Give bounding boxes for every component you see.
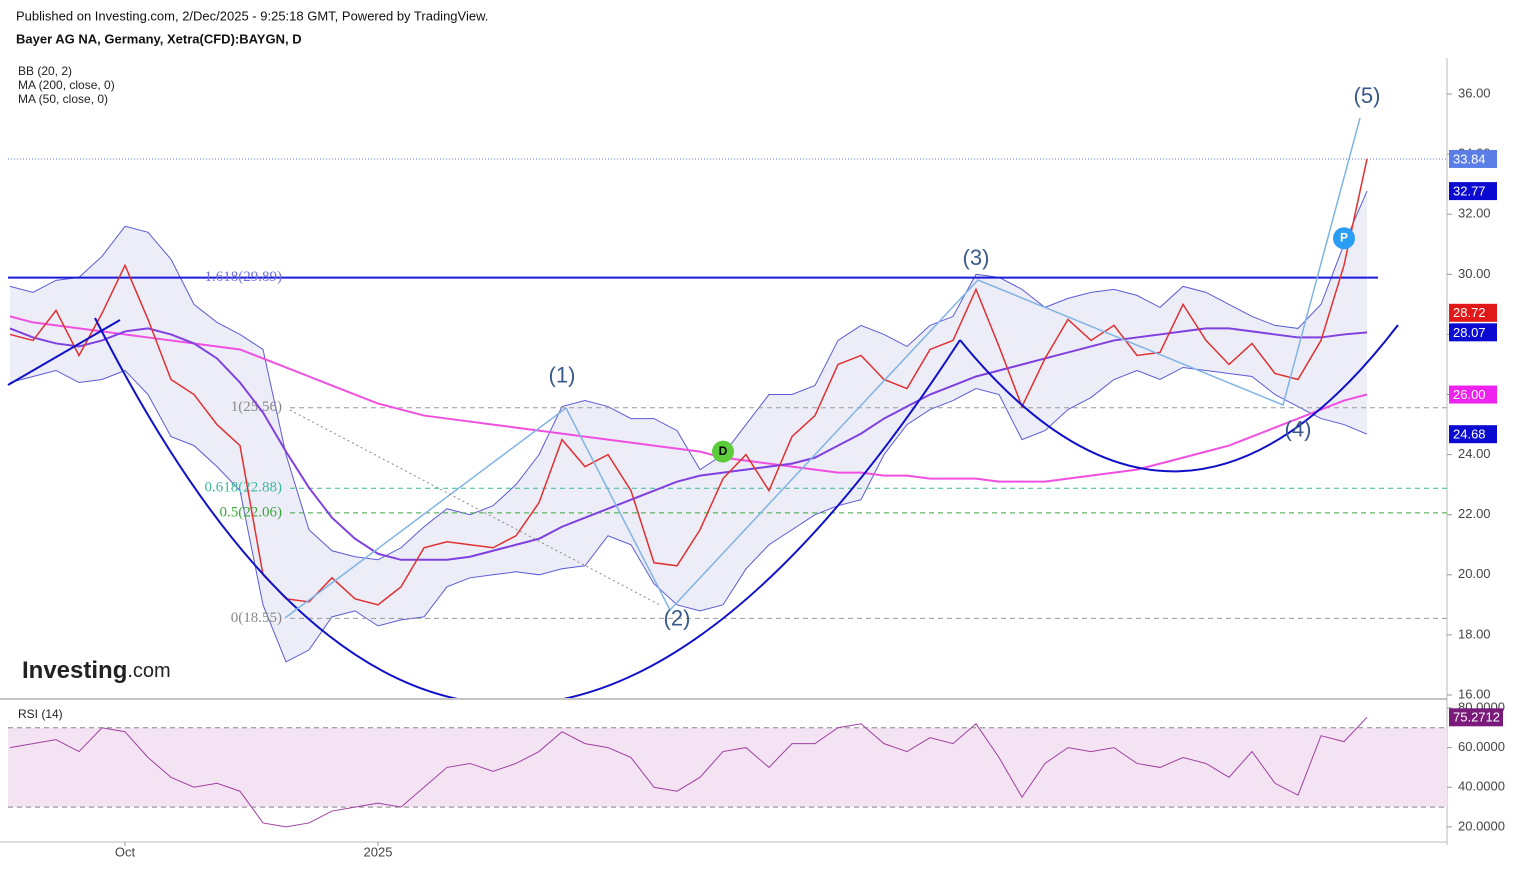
- price-badge: [1449, 385, 1497, 404]
- marker-label: P: [1340, 230, 1348, 244]
- fib-label: 0(18.55): [231, 610, 282, 626]
- fib-label: 1.618(29.89): [205, 269, 283, 285]
- price-badge-label: 32.77: [1453, 184, 1486, 199]
- y-tick-label: 20.00: [1458, 566, 1491, 581]
- bb-fill: [10, 191, 1367, 662]
- fib-label: 1(25.56): [231, 399, 282, 415]
- y-tick-label: 36.00: [1458, 85, 1491, 100]
- wave-path: [284, 117, 1361, 619]
- symbol: Bayer AG NA, Germany, Xetra(CFD):BAYGN, …: [16, 31, 302, 46]
- y-tick-label: 60.0000: [1458, 739, 1505, 754]
- price-badge-label: 24.68: [1453, 427, 1486, 442]
- published: Published on Investing.com, 2/Dec/2025 -…: [16, 8, 488, 23]
- trend-line: [7, 319, 121, 386]
- panel-title: RSI (14): [18, 707, 63, 721]
- y-tick-label: 30.00: [1458, 266, 1491, 281]
- wave-label: (1): [549, 362, 576, 387]
- wave-label: (3): [963, 245, 990, 270]
- price-badge: [1449, 708, 1503, 727]
- price-badge-label: 26.00: [1453, 387, 1486, 402]
- cup-arc: [959, 324, 1399, 473]
- legend-entry: MA (50, close, 0): [18, 92, 108, 106]
- logo: Investing.com: [22, 657, 171, 684]
- fib-label: 0.5(22.06): [220, 504, 283, 520]
- marker: [1333, 227, 1355, 250]
- price-badge-label: 33.84: [1453, 151, 1486, 166]
- wave-label: (5): [1354, 83, 1381, 108]
- rsi-band: [8, 727, 1447, 808]
- y-tick-label: 24.00: [1458, 446, 1491, 461]
- series-line: [9, 327, 1368, 561]
- x-tick-label: 2025: [364, 844, 393, 859]
- wave-label: (4): [1285, 416, 1312, 441]
- price-badge: [1449, 149, 1497, 168]
- logo-suffix: .com: [127, 660, 170, 682]
- bb-lower: [9, 366, 1368, 663]
- marker-label: D: [719, 444, 728, 458]
- y-tick-label: 40.0000: [1458, 779, 1505, 794]
- fib-label: 0.618(22.88): [205, 480, 283, 496]
- price-plot: 1.618(29.89) 1(25.56) 0.618(22.88) 0.5(22.0…: [8, 158, 1447, 663]
- price-badge-label: 28.07: [1453, 325, 1486, 340]
- wave-label: (2): [664, 606, 691, 631]
- y-tick-label: 20.0000: [1458, 818, 1505, 833]
- price-badge: [1449, 182, 1497, 201]
- cup-arc: [94, 317, 961, 698]
- price-badge-label: 75.2712: [1453, 710, 1500, 725]
- price-badge-label: 28.72: [1453, 305, 1486, 320]
- x-tick-label: Oct: [115, 844, 136, 859]
- y-tick-label: 32.00: [1458, 206, 1491, 221]
- drawings: [7, 117, 1399, 698]
- series-line: [9, 158, 1368, 606]
- price-badge: [1449, 425, 1497, 444]
- price-badge: [1449, 303, 1497, 322]
- logo-main: Investing: [22, 657, 127, 684]
- y-tick-label: 16.00: [1458, 686, 1491, 701]
- series-line: [9, 716, 1368, 828]
- legend-entry: BB (20, 2): [18, 64, 72, 78]
- price-badge: [1449, 323, 1497, 342]
- y-tick-label: 18.00: [1458, 626, 1491, 641]
- marker: [712, 440, 734, 463]
- legend-entry: MA (200, close, 0): [18, 78, 115, 92]
- y-tick-label: 22.00: [1458, 506, 1491, 521]
